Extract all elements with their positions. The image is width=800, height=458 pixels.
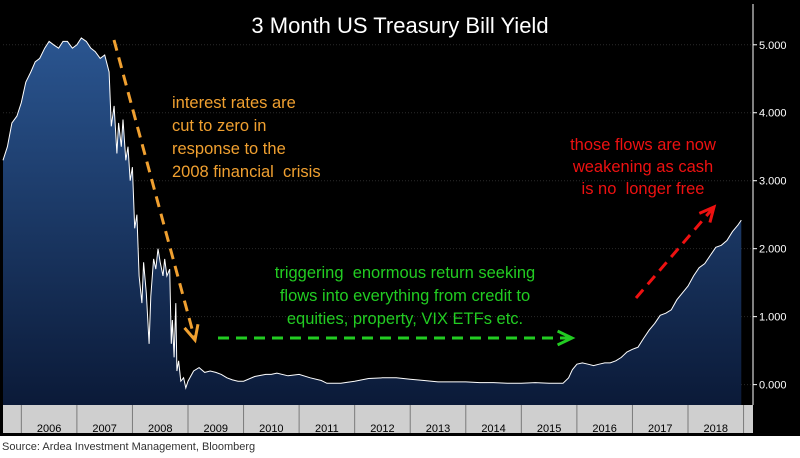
yield-area [3,38,742,405]
x-tick-label: 2010 [259,423,283,435]
x-tick-label: 2009 [204,423,228,435]
yield-line [2,37,742,390]
source-note: Source: Ardea Investment Management, Blo… [2,441,256,453]
y-tick-label: 0.000 [759,380,787,392]
green-arrow-head [556,329,576,347]
x-tick-label: 2013 [426,423,450,435]
x-tick-label: 2018 [704,423,728,435]
x-tick-label: 2011 [315,423,339,435]
green-note-line: flows into everything from credit to [280,287,530,305]
x-tick-label: 2008 [148,423,172,435]
x-tick-label: 2007 [92,423,116,435]
orange-arrow-head [183,323,200,344]
x-tick-label: 2016 [592,423,616,435]
red-arrow-head [698,204,717,223]
green-note-line: equities, property, VIX ETFs etc. [287,310,523,328]
x-tick-label: 2017 [648,423,672,435]
y-tick-label: 1.000 [759,312,787,324]
chart: 0.000 1.000 2.000 3.000 4.000 5.000 2006 2007 2… [0,0,800,436]
orange-arrow-shaft [112,39,197,341]
x-tick-label: 2006 [37,423,61,435]
y-tick-label: 3.000 [759,176,787,188]
x-tick-label: 2012 [370,423,394,435]
red-note-line: those flows are now [570,136,716,154]
chart-title: 3 Month US Treasury Bill Yield [251,13,548,38]
orange-note-line: response to the [172,140,286,158]
orange-note-line: 2008 financial crisis [172,163,321,181]
x-tick-label: 2015 [537,423,561,435]
red-note-line: is no longer free [582,180,705,198]
y-tick-label: 5.000 [759,40,787,52]
orange-note-line: interest rates are [172,94,296,112]
arrows [112,39,717,347]
orange-note-line: cut to zero in [172,117,266,135]
y-tick-label: 2.000 [759,244,787,256]
x-tick-label: 2014 [481,423,505,435]
green-note-line: triggering enormous return seeking [275,264,535,282]
x-axis-band [3,405,753,433]
y-axis-ticks: 0.000 1.000 2.000 3.000 4.000 5.000 [752,4,787,405]
annotations: interest rates are cut to zero in response… [172,94,716,328]
y-tick-label: 4.000 [759,108,787,120]
red-note-line: weakening as cash [572,158,713,176]
x-axis-ticks: 2006 2007 2008 2009 2010 2011 2012 2013 2014 2015… [20,405,745,435]
red-arrow-shaft [634,206,716,299]
